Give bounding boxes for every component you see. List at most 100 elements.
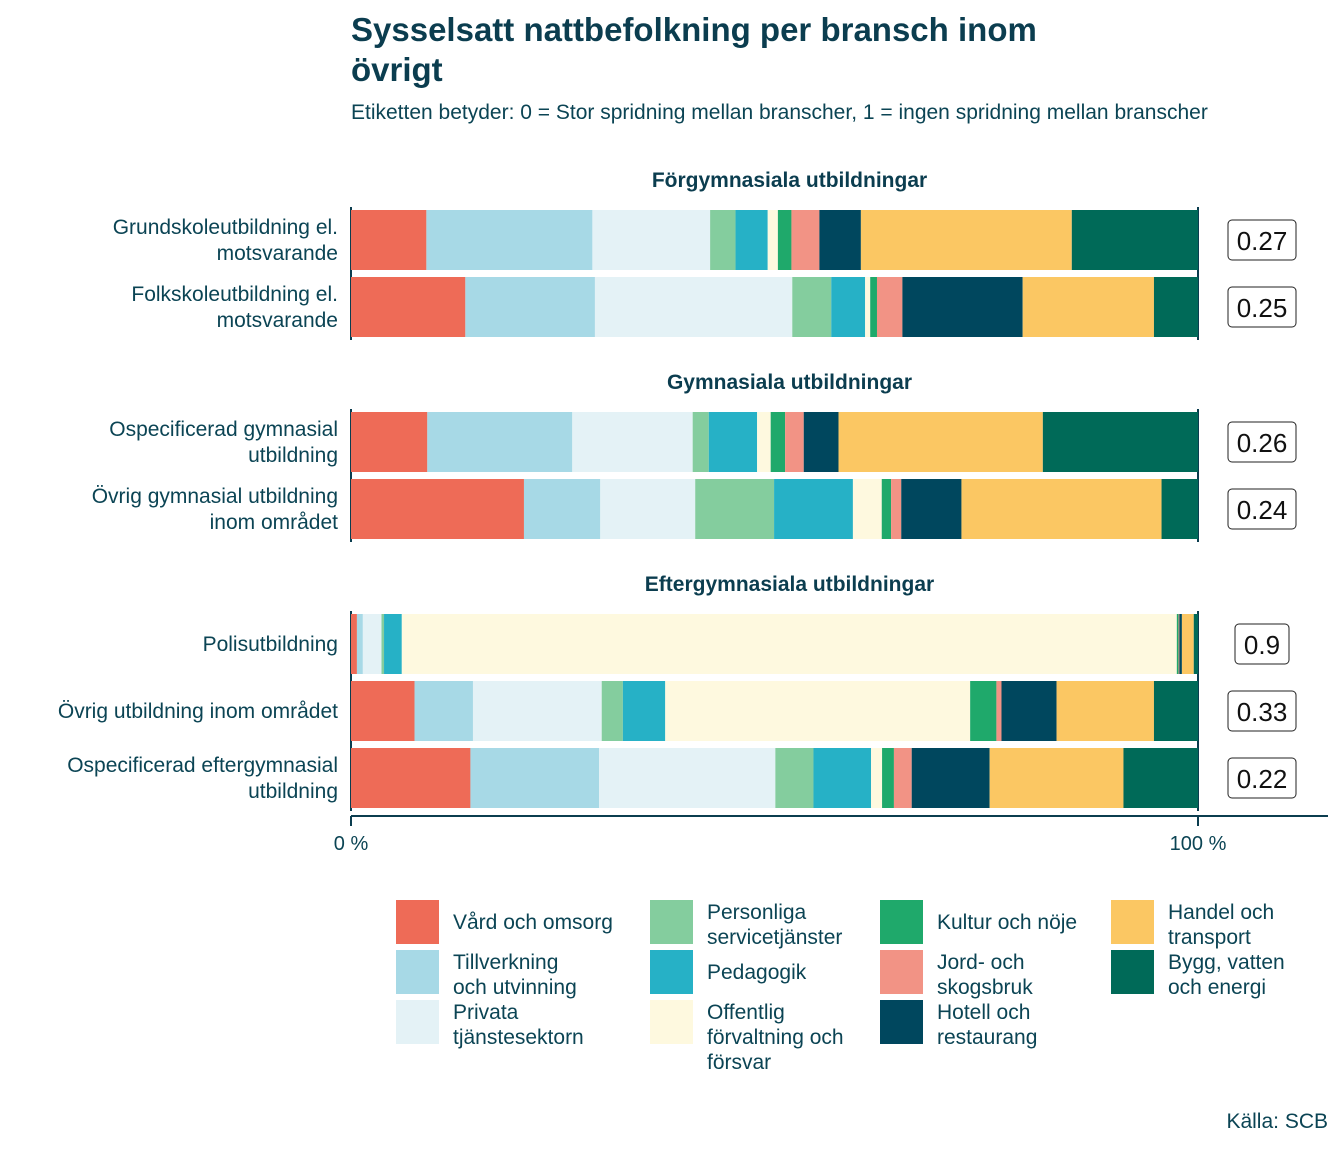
bar-segment xyxy=(881,479,892,539)
bar-segment xyxy=(1153,681,1198,741)
bar-segment xyxy=(882,748,894,808)
bar-segment xyxy=(860,210,1072,270)
legend-label: Vård och omsorg xyxy=(453,911,613,934)
index-label: 0.26 xyxy=(1237,428,1288,458)
legend-label: Offentlig förvaltning och försvar xyxy=(707,1001,844,1074)
chart-subtitle: Etiketten betyder: 0 = Stor spridning me… xyxy=(351,101,1208,124)
category-label: Ospecificerad eftergymnasial utbildning xyxy=(67,754,338,803)
bar-segment xyxy=(1179,614,1182,674)
bar-segment xyxy=(870,277,877,337)
bar-segment xyxy=(1161,479,1198,539)
index-label-box xyxy=(1227,286,1297,328)
category-label-line: utbildning xyxy=(248,780,338,803)
bar-segment xyxy=(1176,614,1179,674)
bar-segment xyxy=(803,412,839,472)
bar-segment xyxy=(572,412,693,472)
legend-label: Bygg, vatten och energi xyxy=(1168,951,1285,999)
index-label-box xyxy=(1227,219,1297,261)
legend-swatch xyxy=(650,1000,693,1044)
legend-label: Privata tjänstesektorn xyxy=(453,1001,584,1049)
legend-item: Kultur och nöje xyxy=(880,900,1107,944)
bar-segment xyxy=(665,681,971,741)
index-label-box xyxy=(1227,690,1297,732)
category-label: Övrig utbildning inom området xyxy=(58,700,338,723)
bar-segment xyxy=(767,210,778,270)
bar-segment xyxy=(774,479,853,539)
bar-segment xyxy=(891,479,902,539)
bar-segment xyxy=(893,748,912,808)
bar-segment xyxy=(1071,210,1198,270)
legend-swatch xyxy=(880,900,923,944)
bar-segment xyxy=(961,479,1162,539)
category-label: Folkskoleutbildning el. motsvarande xyxy=(131,283,338,332)
category-label-line: Ospecificerad eftergymnasial xyxy=(67,754,338,777)
bar-segment xyxy=(819,210,861,270)
bar-segment xyxy=(351,614,357,674)
bar-segment xyxy=(708,412,758,472)
source-caption: Källa: SCB xyxy=(1226,1110,1328,1133)
legend-item: Jord- och skogsbruk xyxy=(880,950,1107,1000)
index-label: 0.9 xyxy=(1244,630,1280,660)
panel-title: Eftergymnasiala utbildningar xyxy=(645,573,934,596)
bar-segment xyxy=(901,479,962,539)
category-label-line: utbildning xyxy=(248,444,338,467)
bar-segment xyxy=(599,748,776,808)
legend-label: Pedagogik xyxy=(707,961,807,984)
bar-segment xyxy=(970,681,997,741)
category-label-line: inom området xyxy=(210,511,339,534)
bar-segment xyxy=(831,277,866,337)
category-label-line: Övrig utbildning inom området xyxy=(58,700,338,723)
bar-segment xyxy=(384,614,402,674)
x-tick-label: 0 % xyxy=(334,833,369,855)
category-label-line: Polisutbildning xyxy=(203,633,338,656)
legend-swatch xyxy=(650,900,693,944)
category-label-line: motsvarande xyxy=(217,309,338,332)
bar-segment xyxy=(1056,681,1154,741)
index-label-box xyxy=(1234,623,1290,665)
legend-item: Bygg, vatten och energi xyxy=(1111,950,1338,1000)
bar-segment xyxy=(351,277,466,337)
bar-segment xyxy=(785,412,804,472)
bar-segment xyxy=(911,748,990,808)
index-label: 0.33 xyxy=(1237,697,1288,727)
bar-segment xyxy=(777,210,792,270)
bar-segment xyxy=(362,614,382,674)
legend-label: Kultur och nöje xyxy=(937,911,1078,934)
bar-segment xyxy=(401,614,1177,674)
legend-swatch xyxy=(1111,950,1154,994)
legend-swatch xyxy=(396,950,439,994)
bar-segment xyxy=(414,681,473,741)
bar-segment xyxy=(1123,748,1198,808)
bar-segment xyxy=(601,681,623,741)
category-label: Polisutbildning xyxy=(203,633,338,656)
index-label: 0.22 xyxy=(1237,764,1288,794)
bar-segment xyxy=(1042,412,1198,472)
category-label-line: motsvarande xyxy=(217,242,338,265)
legend-swatch xyxy=(880,950,923,994)
bar-segment xyxy=(757,412,771,472)
legend-item: Handel och transport xyxy=(1111,900,1338,950)
index-label-box xyxy=(1227,421,1297,463)
category-label-line: Övrig gymnasial utbildning xyxy=(92,485,338,508)
legend-swatch xyxy=(396,900,439,944)
bar-segment xyxy=(351,681,415,741)
bar-segment xyxy=(838,412,1043,472)
bar-segment xyxy=(594,277,793,337)
category-label: Övrig gymnasial utbildning inom området xyxy=(92,485,338,534)
bar-segment xyxy=(472,681,602,741)
bar-segment xyxy=(770,412,786,472)
legend-label: Handel och transport xyxy=(1168,901,1275,949)
index-label: 0.24 xyxy=(1237,495,1288,525)
bar-segment xyxy=(1193,614,1198,674)
bar-segment xyxy=(710,210,736,270)
bar-segment xyxy=(692,412,709,472)
category-label-line: Ospecificerad gymnasial xyxy=(109,418,338,441)
bar-segment xyxy=(996,681,1002,741)
x-tick-label: 100 % xyxy=(1170,833,1227,855)
bar-segment xyxy=(735,210,768,270)
bar-segment xyxy=(989,748,1124,808)
legend-swatch xyxy=(1111,900,1154,944)
bar-segment xyxy=(1178,614,1180,674)
bar-segment xyxy=(792,277,832,337)
legend-item: Personliga servicetjänster xyxy=(650,900,877,950)
